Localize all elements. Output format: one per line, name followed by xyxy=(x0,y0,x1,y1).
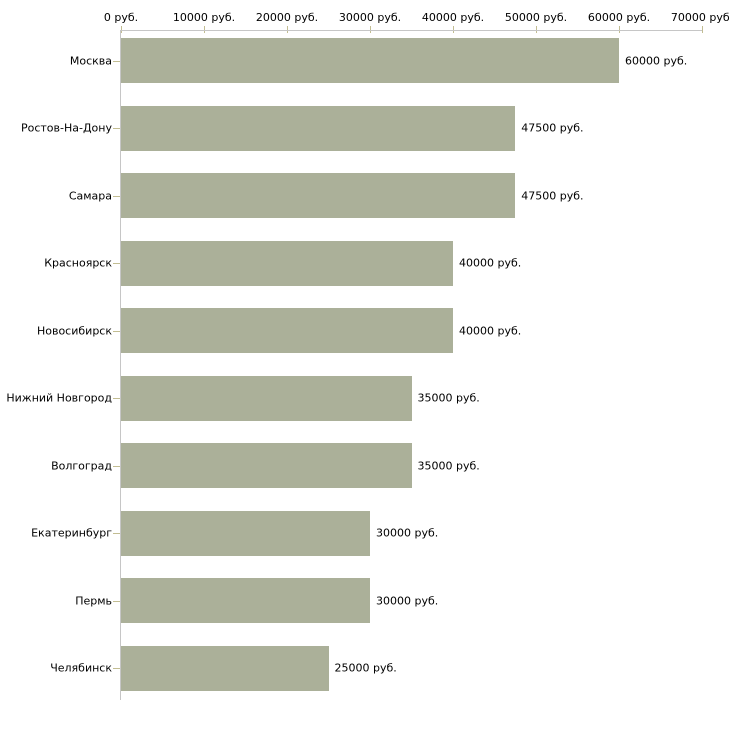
y-axis-tick-mark xyxy=(113,398,120,399)
y-axis-tick-mark xyxy=(113,128,120,129)
category-label: Челябинск xyxy=(50,661,112,675)
bar xyxy=(121,173,516,218)
x-axis-tick-mark xyxy=(287,26,288,33)
category-label: Пермь xyxy=(75,594,112,607)
bar xyxy=(121,645,329,691)
x-axis-tick-mark xyxy=(121,26,122,33)
value-label: 30000 руб. xyxy=(376,594,439,607)
x-axis-line xyxy=(121,30,702,31)
category-label: Новосибирск xyxy=(36,324,112,337)
bar xyxy=(121,105,516,151)
x-axis-tick-mark xyxy=(619,26,620,33)
category-label: Волгоград xyxy=(51,459,112,472)
value-label: 25000 руб. xyxy=(334,661,397,675)
x-axis-tick-mark xyxy=(370,26,371,33)
x-axis-tick-label: 70000 руб. xyxy=(670,11,730,24)
category-label: Самара xyxy=(68,189,112,202)
value-label: 35000 руб. xyxy=(417,459,480,472)
category-label: Екатеринбург xyxy=(31,526,112,540)
bar xyxy=(121,510,370,556)
value-label: 40000 руб. xyxy=(459,324,522,337)
value-label: 47500 руб. xyxy=(521,189,584,202)
bar xyxy=(121,38,619,83)
category-label: Красноярск xyxy=(44,256,112,270)
x-axis-tick-label: 50000 руб. xyxy=(504,11,568,24)
x-axis-tick-label: 10000 руб. xyxy=(172,11,236,24)
x-axis-tick-label: 0 руб. xyxy=(103,11,139,24)
x-axis-tick-mark xyxy=(536,26,537,33)
y-axis-tick-mark xyxy=(113,263,120,264)
y-axis-tick-mark xyxy=(113,668,120,669)
value-label: 60000 руб. xyxy=(625,54,688,67)
y-axis-tick-mark xyxy=(113,330,120,332)
value-label: 30000 руб. xyxy=(376,526,439,540)
x-axis-tick-mark xyxy=(702,26,703,33)
x-axis-tick-mark xyxy=(204,26,205,33)
x-axis-tick-mark xyxy=(453,26,454,33)
value-label: 35000 руб. xyxy=(417,391,480,405)
y-axis-tick-mark xyxy=(113,60,120,62)
bar xyxy=(121,578,370,623)
y-axis-tick-mark xyxy=(113,533,120,534)
bar xyxy=(121,443,412,488)
y-axis-tick-mark xyxy=(113,195,120,197)
x-axis-tick-label: 60000 руб. xyxy=(587,11,651,24)
bar xyxy=(121,240,453,286)
x-axis-tick-label: 20000 руб. xyxy=(255,11,319,24)
y-axis-tick-mark xyxy=(113,600,120,602)
x-axis-tick-label: 40000 руб. xyxy=(421,11,485,24)
y-axis-tick-mark xyxy=(113,465,120,467)
category-label: Москва xyxy=(69,54,112,67)
category-label: Нижний Новгород xyxy=(6,391,112,405)
value-label: 40000 руб. xyxy=(459,256,522,270)
y-axis-line xyxy=(120,30,121,700)
bar xyxy=(121,375,412,421)
value-label: 47500 руб. xyxy=(521,121,584,135)
category-label: Ростов-На-Дону xyxy=(20,121,112,135)
x-axis-tick-label: 30000 руб. xyxy=(338,11,402,24)
bar xyxy=(121,308,453,353)
